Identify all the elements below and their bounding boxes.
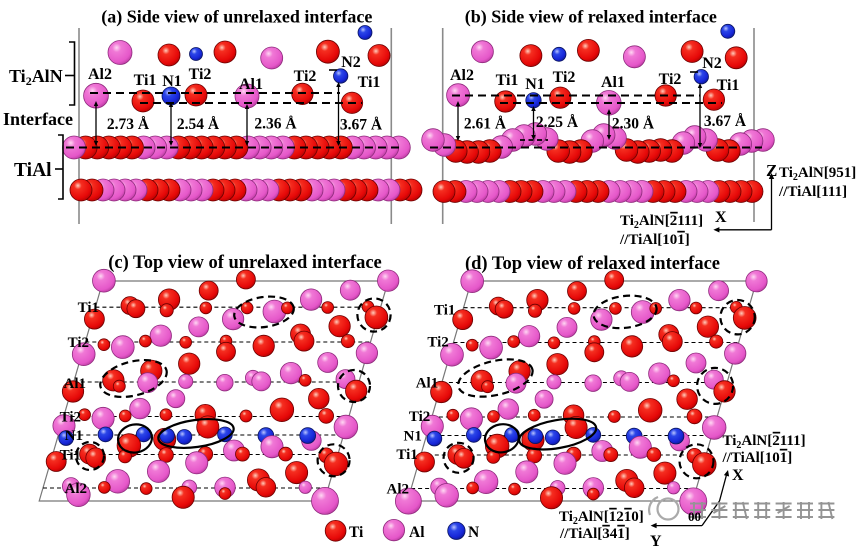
svg-text:Ti2: Ti2 bbox=[427, 335, 448, 351]
svg-text:(b) Side view of relaxed inter: (b) Side view of relaxed interface bbox=[465, 7, 717, 28]
svg-text:2.61 Å: 2.61 Å bbox=[464, 116, 507, 133]
svg-text:2.73 Å: 2.73 Å bbox=[107, 116, 150, 133]
svg-text:Ti1: Ti1 bbox=[496, 72, 519, 89]
svg-text:N1: N1 bbox=[525, 76, 545, 93]
svg-text:N2: N2 bbox=[341, 54, 361, 71]
svg-text:Ti2: Ti2 bbox=[68, 335, 89, 351]
svg-text:X: X bbox=[715, 209, 727, 226]
svg-text:3.67 Å: 3.67 Å bbox=[340, 117, 383, 134]
svg-text:Ti1: Ti1 bbox=[396, 447, 417, 463]
svg-text:Al1: Al1 bbox=[64, 376, 87, 392]
svg-text:Ti1: Ti1 bbox=[78, 300, 99, 316]
svg-text:Al2: Al2 bbox=[450, 67, 474, 84]
svg-text:N1: N1 bbox=[162, 73, 182, 90]
svg-text://TiAl[341]: //TiAl[341] bbox=[559, 526, 630, 542]
svg-text:3.67 Å: 3.67 Å bbox=[704, 113, 747, 130]
svg-text:Ti1: Ti1 bbox=[434, 303, 455, 319]
svg-text:Al: Al bbox=[409, 524, 425, 541]
svg-text:Ti1: Ti1 bbox=[134, 72, 157, 89]
svg-text:Al1: Al1 bbox=[416, 376, 439, 392]
svg-text:Ti2AlN[1210]: Ti2AlN[1210] bbox=[559, 509, 644, 527]
svg-text:N: N bbox=[468, 524, 479, 541]
svg-text:Al2: Al2 bbox=[88, 66, 112, 83]
svg-text:N2: N2 bbox=[702, 55, 722, 72]
svg-text://TiAl[111]: //TiAl[111] bbox=[778, 184, 847, 200]
svg-text:Ti2: Ti2 bbox=[553, 69, 576, 86]
svg-text:(d) Top view of relaxed interf: (d) Top view of relaxed interface bbox=[465, 254, 720, 274]
svg-text:2.30 Å: 2.30 Å bbox=[612, 116, 655, 133]
svg-text:Al2: Al2 bbox=[387, 482, 410, 498]
svg-text:Ti2: Ti2 bbox=[189, 66, 212, 83]
svg-text:Al1: Al1 bbox=[601, 74, 625, 91]
svg-text:Ti2AlN[2111]: Ti2AlN[2111] bbox=[723, 433, 806, 451]
svg-text:Z: Z bbox=[766, 161, 777, 180]
svg-text:Ti1: Ti1 bbox=[358, 74, 381, 91]
svg-text:Ti1: Ti1 bbox=[60, 448, 81, 464]
svg-text:Ti2: Ti2 bbox=[659, 71, 682, 88]
svg-text:Interface: Interface bbox=[3, 109, 73, 129]
svg-text:N1: N1 bbox=[404, 429, 422, 445]
svg-text:Ti2AlN: Ti2AlN bbox=[9, 66, 63, 88]
svg-text:Y: Y bbox=[650, 533, 662, 548]
svg-text:Ti2: Ti2 bbox=[294, 68, 317, 85]
svg-text:N1: N1 bbox=[65, 428, 83, 444]
svg-text:Ti2: Ti2 bbox=[60, 410, 81, 426]
svg-text:2.54 Å: 2.54 Å bbox=[177, 116, 220, 133]
svg-text:TiAl: TiAl bbox=[14, 160, 52, 181]
svg-text:Ti2: Ti2 bbox=[409, 409, 430, 425]
svg-text:(c) Top view of unrelaxed inte: (c) Top view of unrelaxed interface bbox=[108, 253, 382, 273]
svg-text:Al1: Al1 bbox=[239, 76, 263, 93]
svg-text://TiAl[101]: //TiAl[101] bbox=[722, 450, 793, 466]
svg-text:Ti2AlN[951]: Ti2AlN[951] bbox=[779, 165, 856, 183]
svg-text:2.36 Å: 2.36 Å bbox=[254, 116, 297, 133]
svg-text:Ti1: Ti1 bbox=[717, 77, 740, 94]
svg-text:X: X bbox=[732, 467, 744, 484]
svg-text:2.25 Å: 2.25 Å bbox=[536, 114, 579, 131]
svg-text://TiAl[101]: //TiAl[101] bbox=[619, 232, 690, 248]
svg-text:00: 00 bbox=[688, 509, 701, 524]
svg-text:(a) Side view of unrelaxed int: (a) Side view of unrelaxed interface bbox=[101, 7, 372, 28]
svg-text:Ti2AlN[2111]: Ti2AlN[2111] bbox=[620, 213, 703, 231]
svg-text:Al2: Al2 bbox=[65, 481, 88, 497]
svg-text:Ti: Ti bbox=[349, 524, 364, 541]
